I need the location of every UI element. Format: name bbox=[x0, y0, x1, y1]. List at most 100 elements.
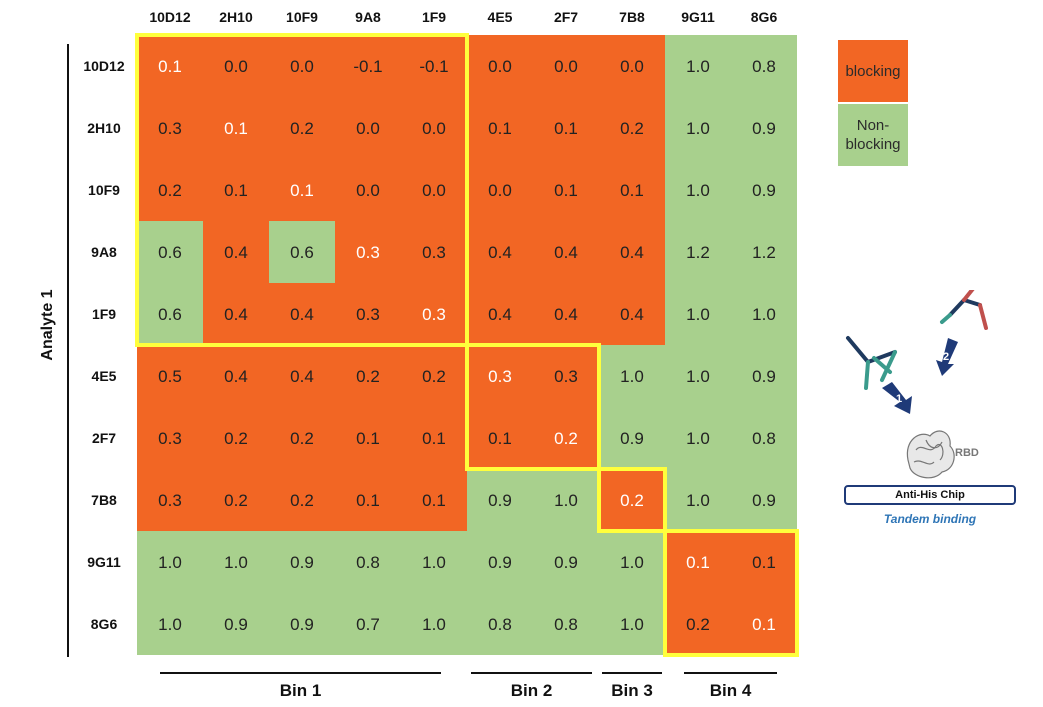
cell-value: 0.0 bbox=[488, 181, 512, 200]
bin-outline-4 bbox=[663, 529, 799, 657]
legend-non-blocking-label: Non-blocking bbox=[845, 117, 901, 153]
column-label: 10D12 bbox=[149, 9, 190, 25]
heatmap-cell bbox=[731, 35, 797, 97]
heatmap-cell bbox=[137, 593, 203, 655]
tandem-binding-caption: Tandem binding bbox=[883, 512, 977, 526]
cell-value: 0.1 bbox=[224, 119, 248, 138]
y-axis-label: Analyte 1 bbox=[39, 289, 56, 360]
heatmap-cell bbox=[335, 407, 401, 469]
heatmap-cell bbox=[269, 407, 335, 469]
cell-value: 0.1 bbox=[752, 615, 776, 634]
heatmap-cell bbox=[533, 97, 599, 159]
column-label: 7B8 bbox=[619, 9, 645, 25]
cell-value: 0.3 bbox=[356, 243, 380, 262]
heatmap-cell bbox=[335, 221, 401, 283]
heatmap-cell bbox=[203, 593, 269, 655]
cell-value: 0.1 bbox=[224, 181, 248, 200]
heatmap-cell bbox=[533, 283, 599, 345]
column-label: 2F7 bbox=[554, 9, 578, 25]
column-label: 4E5 bbox=[488, 9, 513, 25]
step-1-label: 1 bbox=[896, 393, 902, 405]
cell-value: 1.0 bbox=[686, 57, 710, 76]
heatmap-cell bbox=[467, 35, 533, 97]
heatmap-cell bbox=[137, 283, 203, 345]
cell-value: 0.2 bbox=[356, 367, 380, 386]
tandem-binding-schematic: 1 2 bbox=[846, 290, 988, 479]
cell-value: 0.3 bbox=[158, 429, 182, 448]
column-label: 8G6 bbox=[751, 9, 778, 25]
cell-value: 0.8 bbox=[752, 429, 776, 448]
heatmap-cell bbox=[533, 531, 599, 593]
anti-his-chip: Anti-His Chip bbox=[844, 485, 1016, 505]
cell-value: 0.1 bbox=[422, 491, 446, 510]
heatmap-cell bbox=[533, 35, 599, 97]
heatmap-cell bbox=[269, 531, 335, 593]
row-label: 9G11 bbox=[87, 554, 121, 570]
row-label: 2F7 bbox=[92, 430, 116, 446]
heatmap-cell bbox=[335, 97, 401, 159]
cell-value: 0.2 bbox=[620, 119, 644, 138]
heatmap-cell bbox=[731, 345, 797, 407]
cell-value: 1.0 bbox=[422, 615, 446, 634]
heatmap-cell bbox=[731, 221, 797, 283]
cell-value: 0.1 bbox=[620, 181, 644, 200]
heatmap-cell bbox=[467, 159, 533, 221]
heatmap-cell bbox=[137, 345, 203, 407]
cell-value: 0.0 bbox=[224, 57, 248, 76]
heatmap-cell bbox=[467, 469, 533, 531]
cell-value: 0.8 bbox=[356, 553, 380, 572]
heatmap-cell bbox=[335, 593, 401, 655]
cell-value: -0.1 bbox=[353, 57, 382, 76]
heatmap-cell bbox=[137, 159, 203, 221]
heatmap-cell bbox=[665, 531, 731, 593]
cell-value: 0.1 bbox=[752, 553, 776, 572]
heatmap-cell bbox=[467, 97, 533, 159]
heatmap-cell bbox=[335, 531, 401, 593]
antibody-1-icon bbox=[846, 336, 897, 390]
heatmap-cell bbox=[665, 159, 731, 221]
cell-value: 1.0 bbox=[620, 615, 644, 634]
heatmap-cell bbox=[467, 221, 533, 283]
arrow-step-1-icon: 1 bbox=[882, 382, 912, 414]
heatmap-cell bbox=[467, 283, 533, 345]
heatmap-cell bbox=[665, 97, 731, 159]
column-label: 9A8 bbox=[355, 9, 381, 25]
cell-value: 0.4 bbox=[290, 305, 314, 324]
heatmap-cell bbox=[269, 221, 335, 283]
cell-value: 0.8 bbox=[554, 615, 578, 634]
heatmap-cell bbox=[335, 283, 401, 345]
cell-value: 0.0 bbox=[488, 57, 512, 76]
cell-value: 0.2 bbox=[290, 119, 314, 138]
cell-value: 0.6 bbox=[158, 305, 182, 324]
heatmap-cell bbox=[203, 407, 269, 469]
cell-value: 0.1 bbox=[686, 553, 710, 572]
cell-value: 1.0 bbox=[686, 429, 710, 448]
cell-value: 0.3 bbox=[158, 119, 182, 138]
heatmap-cell bbox=[467, 407, 533, 469]
heatmap-cell bbox=[599, 221, 665, 283]
cell-value: 0.8 bbox=[752, 57, 776, 76]
cell-value: 0.6 bbox=[290, 243, 314, 262]
cell-value: 0.9 bbox=[620, 429, 644, 448]
heatmap-cell bbox=[269, 345, 335, 407]
cell-value: 0.1 bbox=[554, 181, 578, 200]
row-label: 8G6 bbox=[91, 616, 118, 632]
heatmap-cell bbox=[665, 469, 731, 531]
heatmap-cell bbox=[731, 159, 797, 221]
cell-value: 0.4 bbox=[488, 305, 512, 324]
cell-value: 0.2 bbox=[686, 615, 710, 634]
cell-value: 0.4 bbox=[554, 243, 578, 262]
heatmap-cell bbox=[401, 35, 467, 97]
cell-value: 0.2 bbox=[290, 429, 314, 448]
rbd-protein-icon bbox=[906, 430, 955, 479]
heatmap-cell bbox=[401, 469, 467, 531]
cell-value: 0.1 bbox=[290, 181, 314, 200]
heatmap-cell bbox=[137, 469, 203, 531]
heatmap-cell bbox=[203, 221, 269, 283]
cell-value: 0.4 bbox=[224, 305, 248, 324]
cell-value: 0.4 bbox=[620, 305, 644, 324]
cell-value: 1.0 bbox=[686, 119, 710, 138]
cell-value: 0.2 bbox=[224, 491, 248, 510]
cell-value: 0.3 bbox=[554, 367, 578, 386]
